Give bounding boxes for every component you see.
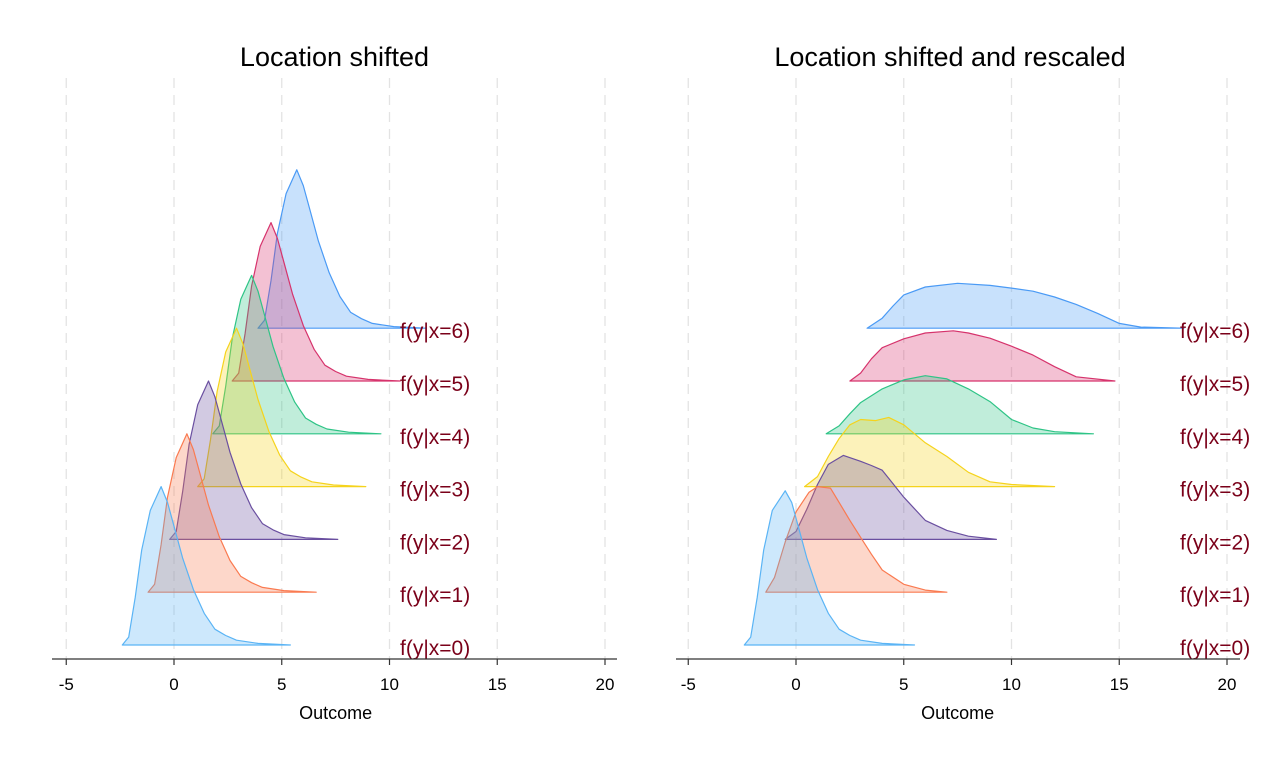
ridge-label: f(y|x=6)	[400, 320, 470, 343]
ridge-labels: f(y|x=0) f(y|x=1) f(y|x=2) f(y|x=3) f(y|x=4)…	[1180, 320, 1250, 660]
ridge-label: f(y|x=3)	[400, 479, 470, 502]
ridge-label: f(y|x=2)	[1180, 531, 1250, 554]
density-area	[743, 490, 916, 646]
density-area	[121, 486, 291, 646]
tick-label: 20	[1218, 675, 1237, 694]
tick-label: 10	[380, 675, 399, 694]
x-axis-label: Outcome	[299, 703, 372, 723]
tick-label: 0	[169, 675, 178, 694]
density-area	[212, 274, 382, 435]
density-area	[147, 433, 317, 593]
gridlines	[65, 78, 606, 659]
tick-label: 0	[791, 675, 800, 694]
tick-label: 15	[1110, 675, 1129, 694]
ridge-label: f(y|x=1)	[1180, 584, 1250, 607]
gridlines	[687, 78, 1228, 659]
density-area	[197, 327, 367, 488]
density-area	[804, 416, 1056, 488]
ridge-label: f(y|x=5)	[1180, 373, 1250, 396]
tick-label: -5	[59, 675, 74, 694]
tick-label: 20	[596, 675, 615, 694]
x-axis-ticks: -5 0 5 10 15 20	[59, 659, 615, 694]
tick-label: 5	[277, 675, 286, 694]
tick-label: -5	[681, 675, 696, 694]
density-area	[849, 330, 1116, 382]
ridge-label: f(y|x=4)	[400, 426, 470, 449]
density-area	[784, 454, 997, 540]
ridge-label: f(y|x=2)	[400, 531, 470, 554]
ridge-labels: f(y|x=0) f(y|x=1) f(y|x=2) f(y|x=3) f(y|x=4)…	[400, 320, 470, 660]
density-area	[257, 169, 427, 329]
density-area	[231, 222, 401, 382]
ridge-label: f(y|x=5)	[400, 373, 470, 396]
ridge-label: f(y|x=6)	[1180, 320, 1250, 343]
ridge-label: f(y|x=0)	[400, 637, 470, 660]
tick-label: 5	[899, 675, 908, 694]
tick-label: 15	[488, 675, 507, 694]
ridge-label: f(y|x=4)	[1180, 426, 1250, 449]
density-area	[765, 486, 948, 593]
panel-location-shifted: f(y|x=0) f(y|x=1) f(y|x=2) f(y|x=3) f(y|x=4)…	[52, 42, 617, 723]
ridge-label: f(y|x=3)	[1180, 479, 1250, 502]
density-curves	[743, 282, 1185, 646]
panel-location-shifted-rescaled: f(y|x=0) f(y|x=1) f(y|x=2) f(y|x=3) f(y|x=4)…	[676, 42, 1250, 723]
panel-title: Location shifted	[240, 42, 429, 72]
density-area	[866, 282, 1185, 329]
ridge-label: f(y|x=1)	[400, 584, 470, 607]
ridge-label: f(y|x=0)	[1180, 637, 1250, 660]
x-axis-ticks: -5 0 5 10 15 20	[681, 659, 1237, 694]
tick-label: 10	[1002, 675, 1021, 694]
density-curves	[121, 169, 427, 646]
x-axis-label: Outcome	[921, 703, 994, 723]
density-area	[169, 380, 339, 540]
panel-title: Location shifted and rescaled	[774, 42, 1125, 72]
